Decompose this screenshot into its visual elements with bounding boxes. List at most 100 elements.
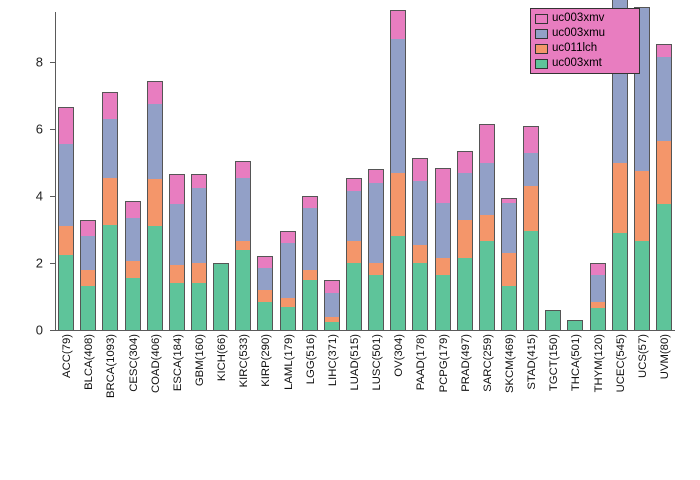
- bar-segment-KICH(66)-uc003xmt[interactable]: [213, 263, 229, 330]
- bar-segment-UCEC(545)-uc011lch[interactable]: [612, 163, 628, 233]
- legend-item-uc003xmt[interactable]: uc003xmt: [535, 56, 635, 71]
- bar-segment-PCPG(179)-uc003xmu[interactable]: [435, 203, 451, 258]
- bar-segment-CESC(304)-uc003xmt[interactable]: [125, 278, 141, 330]
- bar-segment-PAAD(178)-uc011lch[interactable]: [412, 245, 428, 263]
- bar-segment-UCS(57)-uc011lch[interactable]: [634, 171, 650, 241]
- bar-segment-LIHC(371)-uc003xmt[interactable]: [324, 322, 340, 330]
- bar-segment-UVM(80)-uc003xmt[interactable]: [656, 204, 672, 330]
- bar-segment-LUAD(515)-uc003xmv[interactable]: [346, 178, 362, 191]
- bar-segment-LAML(179)-uc011lch[interactable]: [280, 298, 296, 306]
- bar-segment-THYM(120)-uc003xmt[interactable]: [590, 308, 606, 330]
- bar-segment-BRCA(1093)-uc011lch[interactable]: [102, 178, 118, 225]
- bar-segment-SARC(259)-uc003xmt[interactable]: [479, 241, 495, 330]
- bar-segment-LUAD(515)-uc003xmt[interactable]: [346, 263, 362, 330]
- bar-segment-KIRP(290)-uc011lch[interactable]: [257, 290, 273, 302]
- bar-segment-OV(304)-uc011lch[interactable]: [390, 173, 406, 237]
- bar-segment-ACC(79)-uc003xmt[interactable]: [58, 255, 74, 330]
- bar-segment-STAD(415)-uc003xmv[interactable]: [523, 126, 539, 153]
- bar-segment-PAAD(178)-uc003xmu[interactable]: [412, 181, 428, 245]
- bar-segment-ESCA(184)-uc003xmu[interactable]: [169, 204, 185, 264]
- bar-segment-GBM(160)-uc003xmv[interactable]: [191, 174, 207, 187]
- bar-segment-PCPG(179)-uc003xmt[interactable]: [435, 275, 451, 330]
- legend-box[interactable]: uc003xmv uc003xmu uc011lch uc003xmt: [530, 8, 640, 74]
- bar-segment-KIRP(290)-uc003xmt[interactable]: [257, 302, 273, 330]
- bar-segment-STAD(415)-uc011lch[interactable]: [523, 186, 539, 231]
- bar-segment-THYM(120)-uc011lch[interactable]: [590, 302, 606, 309]
- bar-segment-PAAD(178)-uc003xmv[interactable]: [412, 158, 428, 181]
- bar-segment-OV(304)-uc003xmv[interactable]: [390, 10, 406, 38]
- bar-segment-LGG(516)-uc003xmu[interactable]: [302, 208, 318, 270]
- bar-segment-THYM(120)-uc003xmv[interactable]: [590, 263, 606, 275]
- bar-segment-GBM(160)-uc003xmu[interactable]: [191, 188, 207, 263]
- bar-segment-TGCT(150)-uc003xmt[interactable]: [545, 310, 561, 330]
- bar-segment-LAML(179)-uc003xmv[interactable]: [280, 231, 296, 243]
- bar-segment-BLCA(408)-uc003xmu[interactable]: [80, 236, 96, 269]
- bar-segment-SKCM(469)-uc011lch[interactable]: [501, 253, 517, 286]
- bar-segment-KIRC(533)-uc003xmv[interactable]: [235, 161, 251, 178]
- bar-segment-LUAD(515)-uc011lch[interactable]: [346, 241, 362, 263]
- bar-segment-LGG(516)-uc003xmv[interactable]: [302, 196, 318, 208]
- bar-segment-ACC(79)-uc003xmv[interactable]: [58, 107, 74, 144]
- bar-segment-BRCA(1093)-uc003xmt[interactable]: [102, 225, 118, 330]
- bar-segment-BRCA(1093)-uc003xmu[interactable]: [102, 119, 118, 178]
- bar-segment-ACC(79)-uc003xmu[interactable]: [58, 144, 74, 226]
- bar-segment-LIHC(371)-uc011lch[interactable]: [324, 317, 340, 322]
- bar-segment-LAML(179)-uc003xmu[interactable]: [280, 243, 296, 298]
- bar-segment-KIRC(533)-uc011lch[interactable]: [235, 241, 251, 249]
- bar-segment-PRAD(497)-uc003xmu[interactable]: [457, 173, 473, 220]
- bar-segment-COAD(406)-uc011lch[interactable]: [147, 179, 163, 226]
- bar-segment-KIRC(533)-uc003xmt[interactable]: [235, 250, 251, 330]
- bar-segment-OV(304)-uc003xmu[interactable]: [390, 39, 406, 173]
- bar-segment-SKCM(469)-uc003xmt[interactable]: [501, 286, 517, 330]
- legend-item-uc003xmv[interactable]: uc003xmv: [535, 11, 635, 26]
- bar-segment-CESC(304)-uc003xmv[interactable]: [125, 201, 141, 218]
- bar-segment-SARC(259)-uc003xmv[interactable]: [479, 124, 495, 162]
- bar-segment-KIRP(290)-uc003xmu[interactable]: [257, 268, 273, 290]
- bar-segment-CESC(304)-uc011lch[interactable]: [125, 261, 141, 278]
- bar-segment-SARC(259)-uc003xmu[interactable]: [479, 163, 495, 215]
- bar-segment-GBM(160)-uc003xmt[interactable]: [191, 283, 207, 330]
- bar-segment-UVM(80)-uc003xmu[interactable]: [656, 57, 672, 141]
- bar-segment-STAD(415)-uc003xmu[interactable]: [523, 153, 539, 186]
- legend-item-uc011lch[interactable]: uc011lch: [535, 41, 635, 56]
- bar-segment-BLCA(408)-uc003xmt[interactable]: [80, 286, 96, 330]
- bar-segment-ESCA(184)-uc011lch[interactable]: [169, 265, 185, 283]
- bar-segment-LIHC(371)-uc003xmv[interactable]: [324, 280, 340, 293]
- bar-segment-THYM(120)-uc003xmu[interactable]: [590, 275, 606, 302]
- bar-segment-LUSC(501)-uc003xmv[interactable]: [368, 169, 384, 182]
- bar-segment-LGG(516)-uc003xmt[interactable]: [302, 280, 318, 330]
- bar-segment-THCA(501)-uc003xmt[interactable]: [567, 320, 583, 330]
- bar-segment-UVM(80)-uc003xmv[interactable]: [656, 44, 672, 57]
- bar-segment-ACC(79)-uc011lch[interactable]: [58, 226, 74, 254]
- bar-segment-PAAD(178)-uc003xmt[interactable]: [412, 263, 428, 330]
- bar-segment-PRAD(497)-uc003xmv[interactable]: [457, 151, 473, 173]
- legend-item-uc003xmu[interactable]: uc003xmu: [535, 26, 635, 41]
- bar-segment-PCPG(179)-uc003xmv[interactable]: [435, 168, 451, 203]
- bar-segment-LAML(179)-uc003xmt[interactable]: [280, 307, 296, 330]
- bar-segment-LUAD(515)-uc003xmu[interactable]: [346, 191, 362, 241]
- bar-segment-UCEC(545)-uc003xmt[interactable]: [612, 233, 628, 330]
- bar-segment-OV(304)-uc003xmt[interactable]: [390, 236, 406, 330]
- bar-segment-COAD(406)-uc003xmu[interactable]: [147, 104, 163, 179]
- bar-segment-ESCA(184)-uc003xmt[interactable]: [169, 283, 185, 330]
- bar-segment-UVM(80)-uc011lch[interactable]: [656, 141, 672, 205]
- bar-segment-STAD(415)-uc003xmt[interactable]: [523, 231, 539, 330]
- bar-segment-COAD(406)-uc003xmv[interactable]: [147, 81, 163, 104]
- bar-segment-PRAD(497)-uc011lch[interactable]: [457, 220, 473, 258]
- bar-segment-UCS(57)-uc003xmt[interactable]: [634, 241, 650, 330]
- bar-segment-CESC(304)-uc003xmu[interactable]: [125, 218, 141, 262]
- bar-segment-SKCM(469)-uc003xmv[interactable]: [501, 198, 517, 203]
- bar-segment-SKCM(469)-uc003xmu[interactable]: [501, 203, 517, 253]
- bar-segment-LUSC(501)-uc003xmu[interactable]: [368, 183, 384, 263]
- bar-segment-KIRP(290)-uc003xmv[interactable]: [257, 256, 273, 268]
- bar-segment-LUSC(501)-uc011lch[interactable]: [368, 263, 384, 275]
- bar-segment-LUSC(501)-uc003xmt[interactable]: [368, 275, 384, 330]
- bar-segment-BLCA(408)-uc011lch[interactable]: [80, 270, 96, 287]
- bar-segment-BRCA(1093)-uc003xmv[interactable]: [102, 92, 118, 119]
- bar-segment-LGG(516)-uc011lch[interactable]: [302, 270, 318, 280]
- bar-segment-PRAD(497)-uc003xmt[interactable]: [457, 258, 473, 330]
- bar-segment-ESCA(184)-uc003xmv[interactable]: [169, 174, 185, 204]
- bar-segment-GBM(160)-uc011lch[interactable]: [191, 263, 207, 283]
- bar-segment-COAD(406)-uc003xmt[interactable]: [147, 226, 163, 330]
- bar-segment-PCPG(179)-uc011lch[interactable]: [435, 258, 451, 275]
